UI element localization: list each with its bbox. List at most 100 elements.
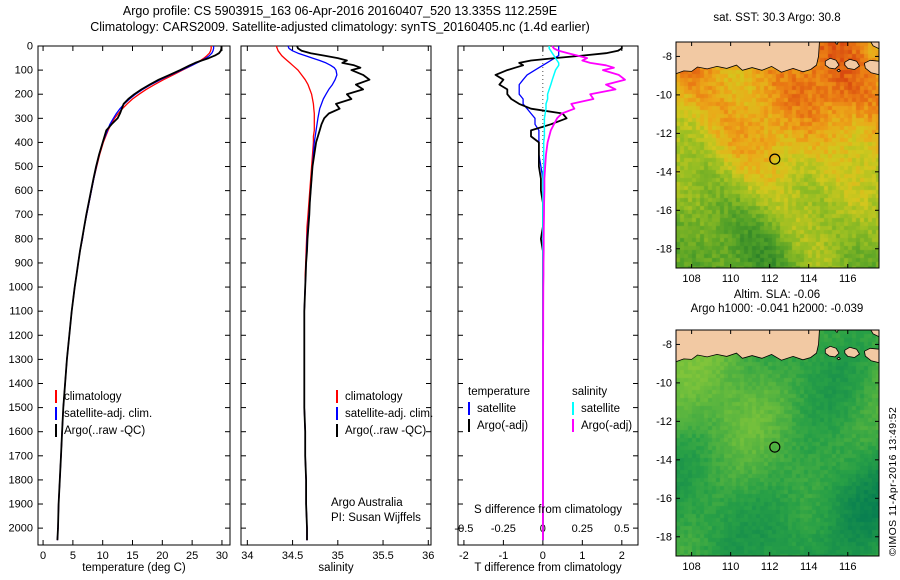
x-tick-label: 25 [186, 550, 198, 562]
lat-tick-label: -8 [662, 339, 672, 351]
legend-label: Argo(..raw -QC) [345, 424, 427, 437]
depth-tick-label: 400 [15, 137, 33, 149]
imos-watermark: ©IMOS 11-Apr-2016 13:49:52 [887, 406, 899, 556]
legend-label: satellite-adj. clim. [345, 407, 434, 420]
sdiff-axis-label: S difference from climatology [473, 504, 623, 516]
temperature-profile-panel: 0 5 10 15 20 25 300100200300400500600700800900… [9, 41, 231, 562]
depth-tick-label: 300 [15, 113, 33, 125]
legend-item-satellite-adj: satellite-adj. clim. [55, 405, 152, 422]
series-climatology [275, 45, 315, 541]
land-sla-map [676, 330, 879, 364]
figure-title-line1: Argo profile: CS 5903915_163 06-Apr-2016… [122, 4, 558, 18]
x-tick-label: 30 [216, 550, 228, 562]
argo-line-swatch [55, 424, 57, 437]
lat-tick-label: -12 [656, 128, 672, 140]
coastline-polygon [844, 346, 861, 358]
lat-tick-label: -10 [656, 89, 672, 101]
coastline-polygon [824, 345, 840, 358]
salinity-legend: climatology satellite-adj. clim. Argo(..… [336, 388, 433, 439]
lat-tick-label: -18 [656, 531, 672, 543]
depth-tick-label: 500 [15, 161, 33, 173]
depth-tick-label: 1400 [9, 378, 33, 390]
sla-map-panel: 108 110 112 114 116 -8 -10 -12 -14 -16 -18 [656, 329, 880, 573]
legend-header-label: temperature [468, 385, 531, 398]
legend-item-argo-t: Argo(-adj) [468, 417, 530, 434]
coastline-polygon [863, 347, 879, 364]
depth-tick-label: 900 [15, 257, 33, 269]
float-position-marker [769, 153, 781, 165]
lon-tick-label: 110 [722, 561, 740, 573]
x-tick-label: -1 [499, 550, 509, 562]
legend-item-satellite-t: satellite [468, 400, 530, 417]
legend-label: Argo(-adj) [477, 419, 529, 432]
x-tick-label: 34.5 [282, 550, 303, 562]
lon-tick-label: 114 [800, 561, 818, 573]
x-tick-label: -2 [459, 550, 469, 562]
series-temperature-satellite [518, 46, 560, 541]
coastline-polygon [863, 59, 879, 76]
coastline-polygon [836, 68, 842, 73]
tdiff-salinity-legend: salinity satellite Argo(-adj) [572, 383, 632, 434]
coastline-polygon [836, 356, 842, 361]
lat-tick-label: -12 [656, 416, 672, 428]
climatology-line-swatch [336, 390, 338, 403]
depth-tick-label: 1600 [9, 426, 33, 438]
x-tick-label: 10 [97, 550, 109, 562]
coastline-polygon [676, 330, 820, 363]
depth-tick-label: 600 [15, 185, 33, 197]
legend-label: Argo(..raw -QC) [64, 424, 146, 437]
salinity-axis-label: salinity [318, 562, 354, 574]
series-satellite-adj-clim [287, 45, 338, 541]
sdiff-tick-label: -0.5 [454, 523, 473, 535]
lon-tick-label: 110 [722, 273, 740, 285]
sst-map-panel: 108 110 112 114 116 -8 -10 -12 -14 -16 -18 [656, 41, 880, 285]
map-frame [675, 329, 880, 557]
depth-tick-label: 700 [15, 209, 33, 221]
temperature-legend: climatology satellite-adj. clim. Argo(..… [55, 388, 152, 439]
series-argo-raw [296, 45, 371, 541]
tdiff-axis-label: T difference from climatology [474, 562, 622, 574]
coastline-polygon [824, 57, 840, 70]
legend-item-satellite-s: satellite [572, 400, 632, 417]
x-tick-label: 15 [126, 550, 138, 562]
axes-box [240, 45, 432, 546]
legend-label: satellite-adj. clim. [64, 407, 153, 420]
legend-item-argo: Argo(..raw -QC) [336, 422, 433, 439]
difference-profile-panel: -2 -1 0 1 2-0.5 -0.25 0 0.25 0.5 [454, 45, 639, 562]
lon-tick-label: 112 [761, 561, 779, 573]
lat-tick-label: -16 [656, 493, 672, 505]
sdiff-tick-label: 0.5 [614, 523, 629, 535]
argo-t-line-swatch [468, 419, 470, 432]
series-argo-raw [56, 46, 223, 541]
depth-tick-label: 1300 [9, 354, 33, 366]
legend-item-climatology: climatology [336, 388, 433, 405]
series-climatology [56, 46, 212, 541]
x-tick-label: 35.5 [372, 550, 393, 562]
sla-map-title-line2: Argo h1000: -0.041 h2000: -0.039 [690, 303, 864, 315]
x-tick-label: 5 [70, 550, 76, 562]
map-frame [675, 41, 880, 269]
lon-tick-label: 116 [839, 273, 857, 285]
legend-header-label: salinity [572, 385, 608, 398]
x-tick-label: 2 [619, 550, 625, 562]
tdiff-temperature-legend: temperature satellite Argo(-adj) [468, 383, 530, 434]
figure-title-line2: Climatology: CARS2009. Satellite-adjuste… [90, 20, 590, 34]
coastline-polygon [834, 330, 839, 334]
x-tick-label: 1 [579, 550, 585, 562]
depth-tick-label: 800 [15, 233, 33, 245]
depth-tick-label: 1800 [9, 474, 33, 486]
x-tick-label: 35 [332, 550, 344, 562]
depth-tick-label: 1100 [9, 306, 33, 318]
legend-label: climatology [64, 390, 122, 403]
legend-header-salinity: salinity [572, 383, 632, 400]
depth-tick-label: 200 [15, 89, 33, 101]
x-tick-label: 0 [540, 550, 546, 562]
argo-s-line-swatch [572, 419, 574, 432]
temperature-axis-label: temperature (deg C) [82, 562, 186, 574]
x-tick-label: 36 [422, 550, 434, 562]
satellite-adj-line-swatch [55, 407, 57, 420]
lat-tick-label: -14 [656, 454, 672, 466]
coastline-polygon [844, 58, 861, 70]
lat-tick-label: -18 [656, 243, 672, 255]
